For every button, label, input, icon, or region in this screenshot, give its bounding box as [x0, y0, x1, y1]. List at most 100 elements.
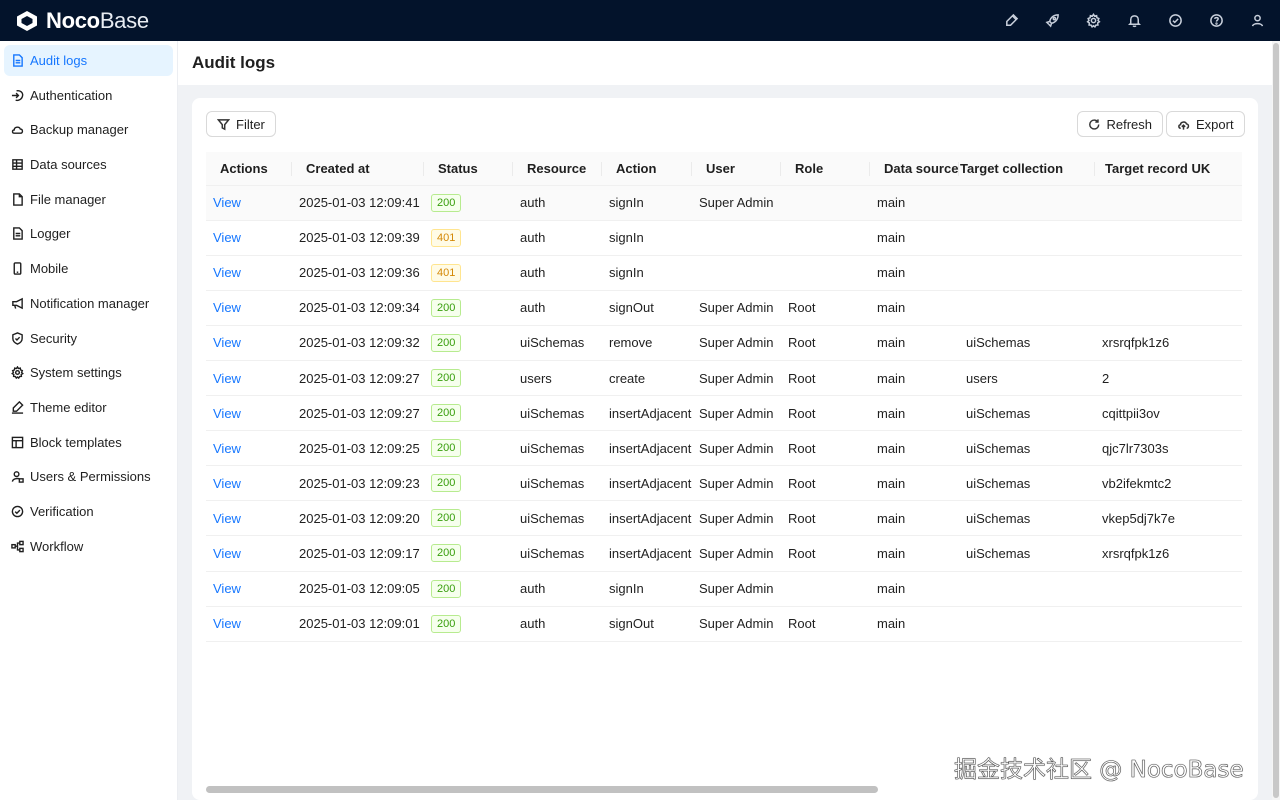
cell-target-collection: uiSchemas	[959, 465, 1095, 502]
cell-role: Root	[781, 360, 870, 397]
view-link[interactable]: View	[206, 360, 292, 397]
horizontal-scrollbar[interactable]	[206, 786, 878, 793]
sidebar-item-authentication[interactable]: Authentication	[4, 80, 173, 111]
cell-created-at: 2025-01-03 12:09:25	[292, 430, 424, 467]
cell-status: 401	[424, 220, 513, 256]
cell-created-at: 2025-01-03 12:09:27	[292, 360, 424, 397]
view-link[interactable]: View	[206, 606, 292, 642]
vertical-scrollbar-thumb[interactable]	[1273, 43, 1279, 798]
column-header-created-at: Created at	[292, 152, 424, 186]
sidebar-item-label: Theme editor	[30, 399, 107, 415]
rocket-icon[interactable]	[1032, 0, 1073, 41]
view-link[interactable]: View	[206, 185, 292, 221]
audit-logs-table: Actions Created at Status Resource Action Use…	[206, 152, 1242, 642]
file-text-icon	[11, 54, 24, 67]
help-icon[interactable]	[1196, 0, 1237, 41]
sidebar-item-label: System settings	[30, 365, 122, 381]
status-badge: 200	[431, 298, 462, 317]
sidebar-item-users-permissions[interactable]: Users & Permissions	[4, 461, 173, 492]
cell-status: 401	[424, 255, 513, 291]
cell-created-at: 2025-01-03 12:09:01	[292, 606, 424, 642]
sidebar-item-label: Security	[30, 330, 77, 346]
view-link[interactable]: View	[206, 500, 292, 537]
cell-status: 200	[424, 395, 513, 432]
cell-resource: uiSchemas	[513, 395, 602, 432]
sidebar-item-label: Block templates	[30, 434, 122, 450]
view-link[interactable]: View	[206, 571, 292, 607]
cell-data-source: main	[870, 430, 959, 467]
column-header-label: Action	[616, 160, 657, 176]
table-row: View 2025-01-03 12:09:17 200 uiSchemas inser…	[206, 535, 1242, 572]
table-row: View 2025-01-03 12:09:39 401 auth signIn main	[206, 220, 1242, 256]
filter-button[interactable]: Filter	[206, 111, 276, 137]
sidebar-item-mobile[interactable]: Mobile	[4, 253, 173, 284]
cell-target-collection	[959, 290, 1095, 326]
table-row: View 2025-01-03 12:09:05 200 auth signIn Supe…	[206, 571, 1242, 607]
cell-created-at: 2025-01-03 12:09:36	[292, 255, 424, 291]
sidebar-item-label: File manager	[30, 191, 106, 207]
status-badge: 401	[431, 228, 462, 247]
sidebar-item-theme-editor[interactable]: Theme editor	[4, 392, 173, 423]
vertical-scrollbar[interactable]	[1272, 41, 1280, 800]
user-icon[interactable]	[1237, 0, 1278, 41]
cell-created-at: 2025-01-03 12:09:34	[292, 290, 424, 326]
table-header-row: Actions Created at Status Resource Action Use…	[206, 152, 1242, 186]
status-badge: 200	[431, 509, 462, 528]
cell-user: Super Admin	[692, 185, 781, 221]
bell-icon[interactable]	[1114, 0, 1155, 41]
column-header-label: Resource	[527, 160, 587, 176]
column-header-status: Status	[424, 152, 513, 186]
column-header-action: Action	[602, 152, 692, 186]
cell-target-collection: uiSchemas	[959, 325, 1095, 361]
status-badge: 200	[431, 333, 462, 352]
gear-icon[interactable]	[1073, 0, 1114, 41]
cell-target-record-uk: 2	[1095, 360, 1242, 397]
view-link[interactable]: View	[206, 535, 292, 572]
view-link[interactable]: View	[206, 430, 292, 467]
sidebar-item-logger[interactable]: Logger	[4, 218, 173, 249]
cell-target-collection	[959, 606, 1095, 642]
sidebar-item-file-manager[interactable]: File manager	[4, 184, 173, 215]
brush-icon[interactable]	[991, 0, 1032, 41]
sidebar-item-verification[interactable]: Verification	[4, 496, 173, 527]
cell-role: Root	[781, 500, 870, 537]
column-header-target-record-uk: Target record UK	[1095, 152, 1242, 186]
cell-role: Root	[781, 606, 870, 642]
cell-target-record-uk: vkep5dj7k7e	[1095, 500, 1242, 537]
cell-target-record-uk	[1095, 290, 1242, 326]
cell-action: insertAdjacent	[602, 535, 692, 572]
sidebar-item-backup-manager[interactable]: Backup manager	[4, 114, 173, 145]
column-header-label: Data source	[884, 160, 959, 176]
refresh-button[interactable]: Refresh	[1077, 111, 1163, 137]
sidebar-item-block-templates[interactable]: Block templates	[4, 427, 173, 458]
view-link[interactable]: View	[206, 255, 292, 291]
column-header-label: Target record UK	[1105, 160, 1211, 176]
status-badge: 200	[431, 614, 462, 633]
check-circle-icon	[11, 505, 24, 518]
check-circle-icon[interactable]	[1155, 0, 1196, 41]
cell-action: insertAdjacent	[602, 465, 692, 502]
sidebar-item-audit-logs[interactable]: Audit logs	[4, 45, 173, 76]
column-separator	[691, 162, 692, 176]
view-link[interactable]: View	[206, 290, 292, 326]
nocobase-logo[interactable]: Noco Base	[14, 8, 149, 34]
view-link[interactable]: View	[206, 325, 292, 361]
cell-action: remove	[602, 325, 692, 361]
sidebar-item-label: Mobile	[30, 261, 69, 277]
sidebar-item-workflow[interactable]: Workflow	[4, 531, 173, 562]
cell-action: signIn	[602, 571, 692, 607]
sidebar-item-label: Verification	[30, 503, 94, 519]
export-button[interactable]: Export	[1166, 111, 1245, 137]
sidebar-item-system-settings[interactable]: System settings	[4, 357, 173, 388]
cell-status: 200	[424, 185, 513, 221]
view-link[interactable]: View	[206, 220, 292, 256]
sidebar-item-security[interactable]: Security	[4, 323, 173, 354]
sidebar-item-notification-manager[interactable]: Notification manager	[4, 288, 173, 319]
cell-user: Super Admin	[692, 500, 781, 537]
cell-created-at: 2025-01-03 12:09:41	[292, 185, 424, 221]
file-text-icon	[11, 227, 24, 241]
cell-user	[692, 220, 781, 256]
view-link[interactable]: View	[206, 465, 292, 502]
sidebar-item-data-sources[interactable]: Data sources	[4, 149, 173, 180]
view-link[interactable]: View	[206, 395, 292, 432]
